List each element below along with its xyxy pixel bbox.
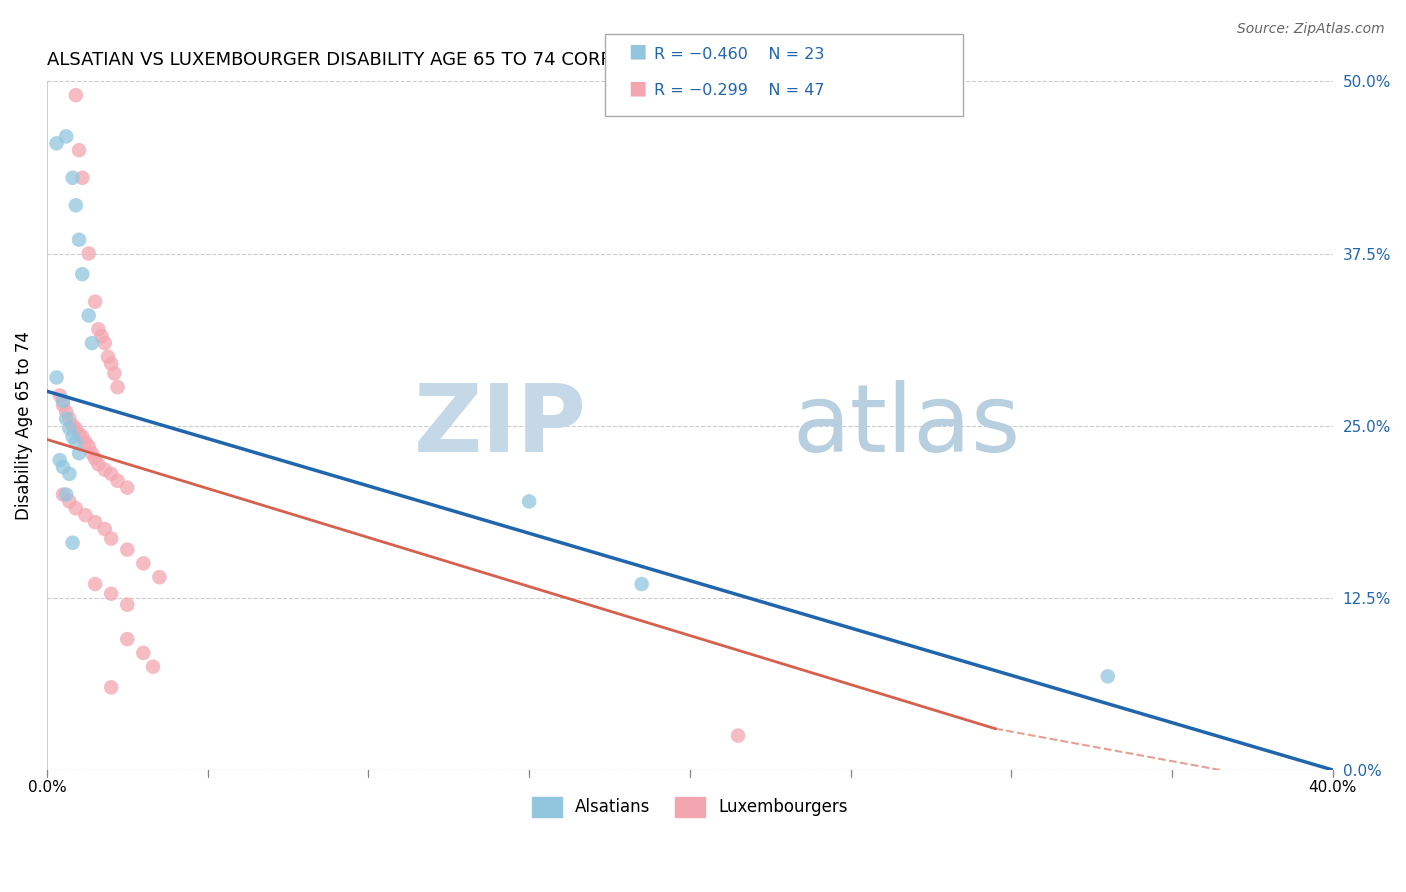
Point — [84, 515, 107, 529]
Point — [55, 405, 77, 419]
Point — [75, 435, 97, 450]
Point — [142, 659, 165, 673]
Point — [62, 170, 84, 185]
Point — [70, 170, 93, 185]
Point — [75, 508, 97, 523]
Point — [100, 681, 122, 695]
Text: R = −0.299    N = 47: R = −0.299 N = 47 — [654, 83, 824, 98]
Point — [100, 467, 122, 481]
Point — [94, 463, 117, 477]
Point — [58, 494, 80, 508]
Point — [62, 430, 84, 444]
Point — [62, 535, 84, 549]
Point — [117, 481, 139, 495]
Point — [630, 577, 652, 591]
Point — [77, 439, 100, 453]
Point — [97, 350, 120, 364]
Point — [87, 457, 110, 471]
Point — [117, 598, 139, 612]
Point — [52, 460, 75, 475]
Point — [80, 336, 103, 351]
Text: atlas: atlas — [793, 380, 1021, 472]
Point — [52, 398, 75, 412]
Point — [48, 388, 70, 402]
Point — [67, 446, 90, 460]
Point — [94, 522, 117, 536]
Point — [65, 198, 87, 212]
Text: ■: ■ — [628, 42, 647, 61]
Point — [45, 370, 67, 384]
Point — [94, 336, 117, 351]
Point — [90, 329, 112, 343]
Point — [117, 542, 139, 557]
Point — [55, 411, 77, 425]
Point — [65, 435, 87, 450]
Point — [45, 136, 67, 151]
Point — [67, 143, 90, 157]
Point — [84, 294, 107, 309]
Point — [55, 487, 77, 501]
Point — [65, 421, 87, 435]
Point — [107, 380, 129, 394]
Point — [65, 501, 87, 516]
Point — [52, 393, 75, 408]
Point — [67, 426, 90, 441]
Point — [70, 267, 93, 281]
Point — [70, 430, 93, 444]
Point — [65, 88, 87, 103]
Point — [100, 357, 122, 371]
Point — [117, 632, 139, 647]
Point — [55, 129, 77, 144]
Point — [148, 570, 170, 584]
Text: Source: ZipAtlas.com: Source: ZipAtlas.com — [1237, 22, 1385, 37]
Point — [727, 729, 749, 743]
Point — [100, 587, 122, 601]
Point — [58, 467, 80, 481]
Point — [87, 322, 110, 336]
Point — [132, 646, 155, 660]
Text: ■: ■ — [628, 78, 647, 97]
Point — [107, 474, 129, 488]
Point — [67, 233, 90, 247]
Point — [62, 418, 84, 433]
Legend: Alsatians, Luxembourgers: Alsatians, Luxembourgers — [524, 790, 855, 823]
Point — [100, 532, 122, 546]
Point — [517, 494, 540, 508]
Point — [1097, 669, 1119, 683]
Point — [77, 246, 100, 260]
Point — [52, 487, 75, 501]
Point — [84, 451, 107, 466]
Point — [58, 421, 80, 435]
Point — [58, 411, 80, 425]
Point — [84, 577, 107, 591]
Point — [48, 453, 70, 467]
Y-axis label: Disability Age 65 to 74: Disability Age 65 to 74 — [15, 331, 32, 520]
Point — [132, 557, 155, 571]
Text: R = −0.460    N = 23: R = −0.460 N = 23 — [654, 46, 824, 62]
Text: ZIP: ZIP — [415, 380, 586, 472]
Text: ALSATIAN VS LUXEMBOURGER DISABILITY AGE 65 TO 74 CORRELATION CHART: ALSATIAN VS LUXEMBOURGER DISABILITY AGE … — [46, 51, 756, 69]
Point — [80, 446, 103, 460]
Point — [77, 309, 100, 323]
Point — [103, 367, 125, 381]
